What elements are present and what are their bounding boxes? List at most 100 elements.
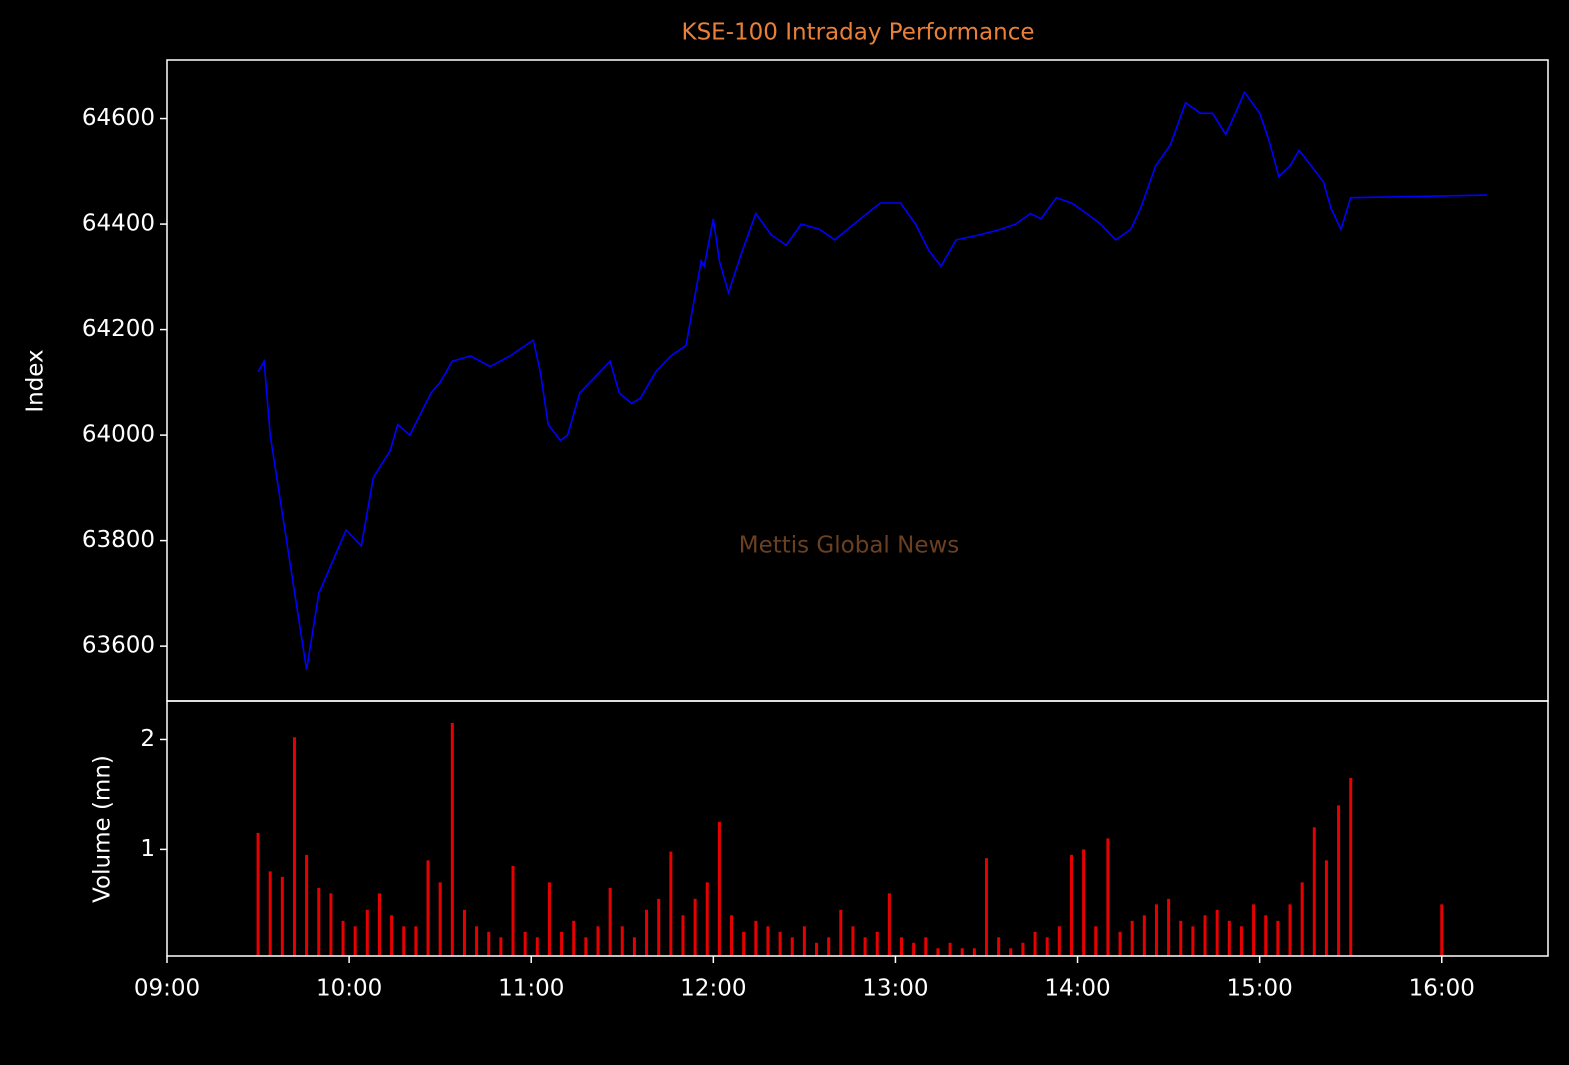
volume-bar bbox=[1106, 838, 1110, 956]
volume-bar bbox=[365, 909, 369, 956]
volume-bar bbox=[1094, 926, 1098, 956]
volume-bar bbox=[426, 860, 430, 956]
index-line bbox=[257, 90, 1488, 671]
volume-bar bbox=[1203, 915, 1207, 956]
y-tick-label: 63600 bbox=[82, 633, 155, 659]
volume-bar bbox=[596, 926, 600, 956]
volume-bar bbox=[936, 948, 940, 956]
volume-bar bbox=[390, 915, 394, 956]
volume-bar bbox=[815, 942, 819, 956]
volume-bar bbox=[742, 931, 746, 956]
volume-bar bbox=[1239, 926, 1243, 956]
volume-bar bbox=[1142, 915, 1146, 956]
volume-bar bbox=[1069, 854, 1073, 956]
volume-bar bbox=[669, 851, 673, 956]
x-tick-label: 16:00 bbox=[1409, 976, 1475, 1002]
volume-bar bbox=[705, 882, 709, 956]
volume-bar bbox=[766, 926, 770, 956]
y-tick-label: 64000 bbox=[82, 422, 155, 448]
volume-bar bbox=[511, 865, 515, 956]
volume-bar bbox=[1082, 849, 1086, 956]
volume-bar bbox=[839, 909, 843, 956]
x-tick-label: 14:00 bbox=[1044, 976, 1110, 1002]
volume-bar bbox=[377, 893, 381, 956]
volume-bar bbox=[608, 887, 612, 956]
volume-bar bbox=[1324, 860, 1328, 956]
y-tick-label: 64600 bbox=[82, 105, 155, 131]
volume-bar bbox=[1167, 898, 1171, 956]
watermark: Mettis Global News bbox=[739, 533, 960, 559]
y-tick-label: 1 bbox=[140, 836, 155, 862]
volume-bar bbox=[778, 931, 782, 956]
volume-bar bbox=[1130, 920, 1134, 956]
volume-bar bbox=[499, 937, 503, 956]
volume-bar bbox=[875, 931, 879, 956]
volume-bar bbox=[523, 931, 527, 956]
volume-bar bbox=[997, 937, 1001, 956]
volume-bar bbox=[1312, 827, 1316, 956]
volume-bar bbox=[1154, 904, 1158, 956]
y-axis-label: Index bbox=[23, 349, 49, 412]
volume-bar bbox=[948, 942, 952, 956]
volume-bar bbox=[887, 893, 891, 956]
volume-bar bbox=[717, 821, 721, 956]
volume-bar bbox=[292, 737, 296, 956]
volume-bar bbox=[547, 882, 551, 956]
volume-bar bbox=[1276, 920, 1280, 956]
volume-bar bbox=[1118, 931, 1122, 956]
volume-bar bbox=[900, 937, 904, 956]
chart-title: KSE-100 Intraday Performance bbox=[681, 20, 1034, 46]
volume-bar bbox=[268, 871, 272, 956]
volume-bar bbox=[572, 920, 576, 956]
x-tick-label: 10:00 bbox=[316, 976, 382, 1002]
volume-bar bbox=[280, 876, 284, 956]
volume-bar bbox=[632, 937, 636, 956]
volume-bar bbox=[657, 898, 661, 956]
x-tick-label: 12:00 bbox=[680, 976, 746, 1002]
volume-bar bbox=[438, 882, 442, 956]
volume-bar bbox=[1179, 920, 1183, 956]
volume-bar bbox=[924, 937, 928, 956]
volume-bar bbox=[960, 948, 964, 956]
volume-bar bbox=[341, 920, 345, 956]
volume-bar bbox=[487, 931, 491, 956]
volume-bar bbox=[984, 858, 988, 956]
volume-bar bbox=[353, 926, 357, 956]
volume-bar bbox=[317, 887, 321, 956]
plot-frame bbox=[166, 59, 1549, 702]
volume-bar bbox=[1440, 904, 1444, 956]
volume-bar bbox=[1033, 931, 1037, 956]
volume-bar bbox=[863, 937, 867, 956]
y-tick-label: 2 bbox=[140, 726, 155, 752]
volume-bar bbox=[1252, 904, 1256, 956]
x-tick-label: 15:00 bbox=[1227, 976, 1293, 1002]
y-axis-label: Volume (mn) bbox=[90, 755, 116, 903]
volume-bar bbox=[1009, 948, 1013, 956]
volume-bar bbox=[802, 926, 806, 956]
volume-bar bbox=[790, 937, 794, 956]
volume-bar bbox=[402, 926, 406, 956]
volume-bar bbox=[851, 926, 855, 956]
volume-bar bbox=[681, 915, 685, 956]
volume-bar bbox=[1021, 942, 1025, 956]
volume-bar bbox=[1349, 777, 1353, 956]
volume-bar bbox=[1227, 920, 1231, 956]
x-tick-label: 13:00 bbox=[862, 976, 928, 1002]
y-tick-label: 64400 bbox=[82, 211, 155, 237]
volume-bar bbox=[535, 937, 539, 956]
volume-bar bbox=[1300, 882, 1304, 956]
volume-bar bbox=[1191, 926, 1195, 956]
x-tick-label: 09:00 bbox=[134, 976, 200, 1002]
volume-bar bbox=[645, 909, 649, 956]
volume-bar bbox=[560, 931, 564, 956]
volume-bar bbox=[462, 909, 466, 956]
volume-bar bbox=[1215, 909, 1219, 956]
volume-bar bbox=[1045, 937, 1049, 956]
volume-bar bbox=[329, 893, 333, 956]
volume-bar bbox=[256, 832, 260, 956]
volume-bar bbox=[730, 915, 734, 956]
volume-bar bbox=[414, 926, 418, 956]
volume-bar bbox=[827, 937, 831, 956]
